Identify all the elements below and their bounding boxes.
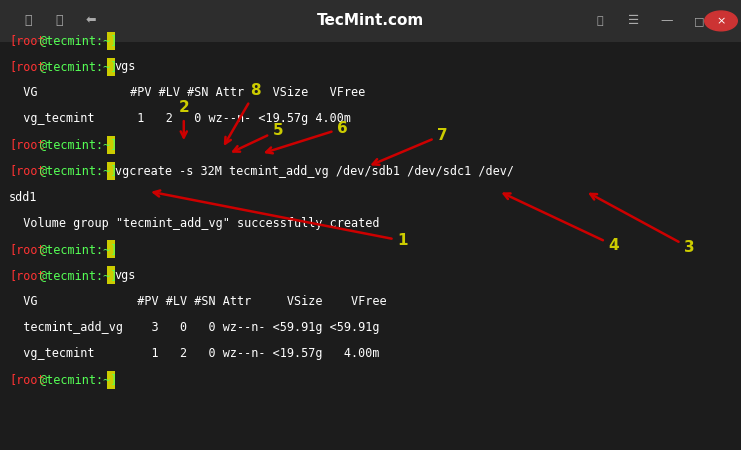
Text: [root: [root: [9, 269, 44, 282]
FancyBboxPatch shape: [107, 32, 115, 50]
Text: ⎕: ⎕: [24, 14, 32, 27]
FancyBboxPatch shape: [107, 266, 115, 284]
Text: 6: 6: [266, 121, 348, 153]
Circle shape: [705, 11, 737, 31]
Text: @tecmint:~]: @tecmint:~]: [40, 139, 118, 151]
Text: 5: 5: [233, 123, 283, 152]
Text: [root: [root: [9, 165, 44, 177]
Text: ×: ×: [717, 16, 725, 26]
Text: @tecmint:~]: @tecmint:~]: [40, 269, 118, 282]
FancyBboxPatch shape: [107, 136, 115, 154]
FancyBboxPatch shape: [0, 0, 741, 42]
Text: @tecmint:~]: @tecmint:~]: [40, 165, 118, 177]
Text: 3: 3: [591, 194, 694, 255]
Text: 4: 4: [504, 194, 619, 253]
Text: vgs: vgs: [115, 269, 136, 282]
Text: @tecmint:~]: @tecmint:~]: [40, 374, 118, 386]
FancyBboxPatch shape: [107, 162, 115, 180]
Text: Volume group "tecmint_add_vg" successfully created: Volume group "tecmint_add_vg" successful…: [9, 217, 379, 230]
Text: VG              #PV #LV #SN Attr     VSize    VFree: VG #PV #LV #SN Attr VSize VFree: [9, 295, 387, 308]
Text: [root: [root: [9, 374, 44, 386]
Text: sdd1: sdd1: [9, 191, 37, 203]
Text: vgs: vgs: [115, 60, 136, 73]
Text: @tecmint:~]: @tecmint:~]: [40, 243, 118, 256]
Text: [root: [root: [9, 34, 44, 47]
Text: 7: 7: [373, 127, 448, 165]
FancyBboxPatch shape: [107, 371, 115, 389]
Text: [root: [root: [9, 60, 44, 73]
Text: TecMint.com: TecMint.com: [317, 14, 424, 28]
Text: VG             #PV #LV #SN Attr    VSize   VFree: VG #PV #LV #SN Attr VSize VFree: [9, 86, 365, 99]
Text: @tecmint:~]: @tecmint:~]: [40, 60, 118, 73]
Text: □: □: [694, 16, 704, 26]
Text: [root: [root: [9, 243, 44, 256]
Text: ➕: ➕: [56, 14, 63, 27]
Text: [root: [root: [9, 139, 44, 151]
Text: —: —: [661, 14, 673, 27]
Text: 8: 8: [225, 83, 261, 144]
Text: ☰: ☰: [628, 14, 639, 27]
Text: vgcreate -s 32M tecmint_add_vg /dev/sdb1 /dev/sdc1 /dev/: vgcreate -s 32M tecmint_add_vg /dev/sdb1…: [115, 165, 514, 177]
Text: vg_tecmint      1   2   0 wz--n- <19.57g 4.00m: vg_tecmint 1 2 0 wz--n- <19.57g 4.00m: [9, 112, 351, 125]
Text: 2: 2: [179, 100, 189, 138]
Text: @tecmint:~]: @tecmint:~]: [40, 34, 118, 47]
Text: tecmint_add_vg    3   0   0 wz--n- <59.91g <59.91g: tecmint_add_vg 3 0 0 wz--n- <59.91g <59.…: [9, 321, 379, 334]
FancyBboxPatch shape: [107, 240, 115, 258]
Text: 🔍: 🔍: [597, 16, 603, 26]
Text: vg_tecmint        1   2   0 wz--n- <19.57g   4.00m: vg_tecmint 1 2 0 wz--n- <19.57g 4.00m: [9, 347, 379, 360]
Text: 1: 1: [153, 190, 408, 248]
Text: ⬅: ⬅: [86, 14, 96, 27]
FancyBboxPatch shape: [107, 58, 115, 76]
